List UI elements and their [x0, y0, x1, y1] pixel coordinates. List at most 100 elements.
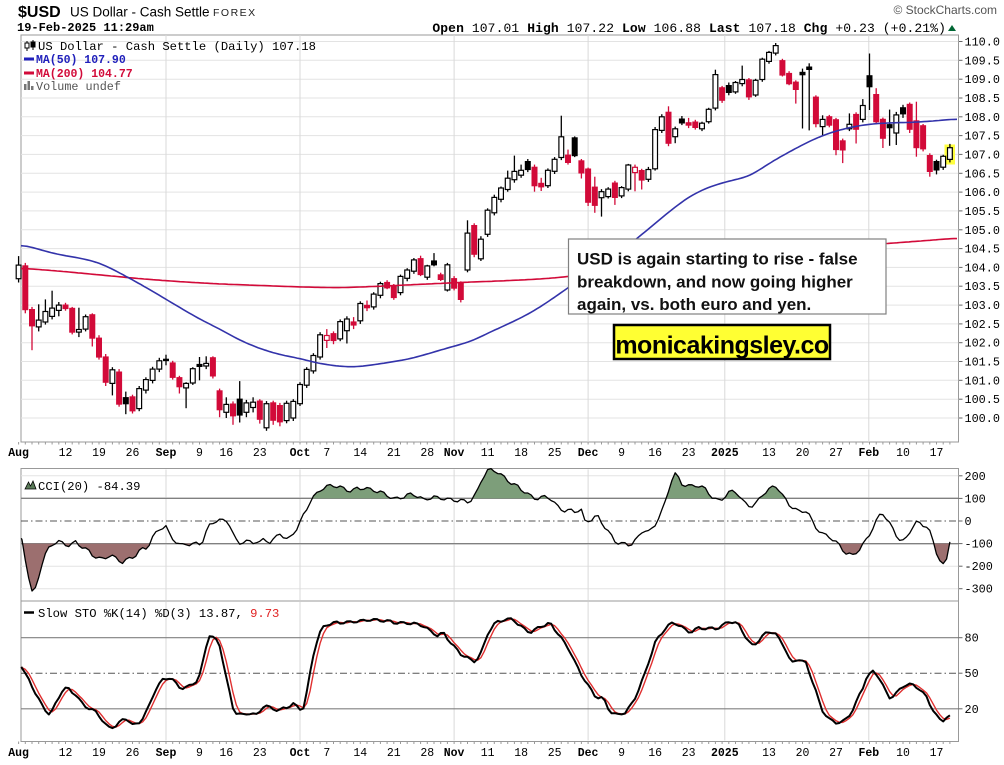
svg-text:20: 20 [796, 447, 810, 460]
svg-text:19: 19 [92, 447, 106, 460]
svg-text:-300: -300 [965, 583, 993, 597]
svg-text:25: 25 [548, 747, 562, 760]
svg-text:again, vs. both euro and yen.: again, vs. both euro and yen. [577, 295, 811, 314]
svg-text:100: 100 [965, 492, 986, 506]
svg-text:105.0: 105.0 [965, 224, 1000, 238]
svg-text:Oct: Oct [290, 447, 311, 460]
svg-text:9: 9 [196, 447, 203, 460]
svg-text:19: 19 [92, 747, 106, 760]
svg-text:MA(200) 104.77: MA(200) 104.77 [36, 68, 133, 81]
svg-text:16: 16 [648, 747, 662, 760]
svg-text:101.5: 101.5 [965, 356, 1000, 370]
svg-text:105.5: 105.5 [965, 205, 1000, 219]
svg-text:7: 7 [323, 747, 330, 760]
svg-text:Aug: Aug [8, 447, 29, 460]
svg-text:11: 11 [481, 747, 495, 760]
svg-text:19-Feb-2025 11:29am: 19-Feb-2025 11:29am [17, 21, 154, 35]
svg-text:18: 18 [514, 747, 528, 760]
svg-text:10: 10 [896, 447, 910, 460]
svg-text:23: 23 [253, 747, 267, 760]
svg-text:CCI(20) -84.39: CCI(20) -84.39 [38, 480, 140, 494]
svg-text:Volume undef: Volume undef [36, 80, 121, 94]
svg-text:Dec: Dec [578, 447, 599, 460]
svg-text:200: 200 [965, 470, 986, 484]
svg-text:106.0: 106.0 [965, 186, 1000, 200]
svg-text:12: 12 [59, 447, 73, 460]
svg-text:102.5: 102.5 [965, 318, 1000, 332]
svg-text:Dec: Dec [578, 747, 599, 760]
svg-text:© StockCharts.com: © StockCharts.com [893, 3, 997, 17]
svg-text:breakdown, and now going highe: breakdown, and now going higher [577, 273, 853, 292]
svg-text:-100: -100 [965, 538, 993, 552]
svg-text:0: 0 [965, 515, 972, 529]
svg-text:13: 13 [762, 447, 776, 460]
svg-text:9: 9 [196, 747, 203, 760]
svg-text:20: 20 [965, 703, 979, 717]
svg-text:$USD: $USD [18, 4, 61, 21]
svg-text:20: 20 [796, 747, 810, 760]
svg-text:110.0: 110.0 [965, 36, 1000, 50]
svg-text:28: 28 [420, 447, 434, 460]
svg-text:2025: 2025 [711, 447, 739, 460]
svg-text:Nov: Nov [444, 447, 465, 460]
svg-text:26: 26 [126, 447, 140, 460]
svg-text:100.0: 100.0 [965, 412, 1000, 426]
svg-text:18: 18 [514, 447, 528, 460]
svg-text:27: 27 [829, 447, 843, 460]
svg-text:109.5: 109.5 [965, 54, 1000, 68]
svg-text:26: 26 [126, 747, 140, 760]
svg-text:101.0: 101.0 [965, 374, 1000, 388]
svg-text:2025: 2025 [711, 747, 739, 760]
svg-text:104.0: 104.0 [965, 261, 1000, 275]
svg-text:23: 23 [682, 747, 696, 760]
svg-text:MA(50) 107.90: MA(50) 107.90 [36, 54, 126, 67]
svg-text:Sep: Sep [156, 447, 177, 460]
svg-text:107.0: 107.0 [965, 148, 1000, 162]
svg-text:Feb: Feb [858, 747, 879, 760]
svg-text:109.0: 109.0 [965, 73, 1000, 87]
svg-text:23: 23 [253, 447, 267, 460]
svg-text:10: 10 [896, 747, 910, 760]
svg-text:80: 80 [965, 632, 979, 646]
svg-text:17: 17 [930, 447, 944, 460]
svg-text:7: 7 [323, 447, 330, 460]
svg-text:11: 11 [481, 447, 495, 460]
svg-text:Slow STO %K(14) %D(3) 13.87, 9: Slow STO %K(14) %D(3) 13.87, 9.73 [38, 607, 279, 621]
svg-text:107.5: 107.5 [965, 130, 1000, 144]
svg-text:103.0: 103.0 [965, 299, 1000, 313]
svg-text:USD is again starting to rise: USD is again starting to rise - false [577, 250, 858, 269]
svg-text:Feb: Feb [858, 447, 879, 460]
svg-text:12: 12 [59, 747, 73, 760]
svg-text:21: 21 [387, 747, 401, 760]
svg-text:16: 16 [219, 747, 233, 760]
svg-text:50: 50 [965, 667, 979, 681]
svg-text:FOREX: FOREX [213, 7, 257, 19]
svg-text:100.5: 100.5 [965, 393, 1000, 407]
svg-text:104.5: 104.5 [965, 243, 1000, 257]
svg-text:108.5: 108.5 [965, 92, 1000, 106]
svg-text:102.0: 102.0 [965, 337, 1000, 351]
svg-text:US Dollar - Cash Settle: US Dollar - Cash Settle [70, 5, 210, 20]
svg-text:27: 27 [829, 747, 843, 760]
svg-text:23: 23 [682, 447, 696, 460]
svg-text:25: 25 [548, 447, 562, 460]
svg-text:Nov: Nov [444, 747, 465, 760]
svg-text:14: 14 [353, 447, 367, 460]
svg-text:Open 107.01 High 107.22 Low 10: Open 107.01 High 107.22 Low 106.88 Last … [432, 21, 946, 36]
svg-text:Oct: Oct [290, 747, 311, 760]
svg-text:16: 16 [648, 447, 662, 460]
svg-text:-200: -200 [965, 560, 993, 574]
svg-text:103.5: 103.5 [965, 280, 1000, 294]
svg-text:14: 14 [353, 747, 367, 760]
svg-text:Sep: Sep [156, 747, 177, 760]
svg-text:28: 28 [420, 747, 434, 760]
svg-text:monicakingsley.co: monicakingsley.co [615, 332, 829, 360]
svg-text:106.5: 106.5 [965, 167, 1000, 181]
svg-text:US Dollar - Cash Settle (Daily: US Dollar - Cash Settle (Daily) 107.18 [38, 40, 316, 54]
svg-text:9: 9 [618, 747, 625, 760]
svg-text:13: 13 [762, 747, 776, 760]
svg-text:Aug: Aug [8, 747, 29, 760]
svg-text:21: 21 [387, 447, 401, 460]
svg-text:108.0: 108.0 [965, 111, 1000, 125]
svg-text:9: 9 [618, 447, 625, 460]
